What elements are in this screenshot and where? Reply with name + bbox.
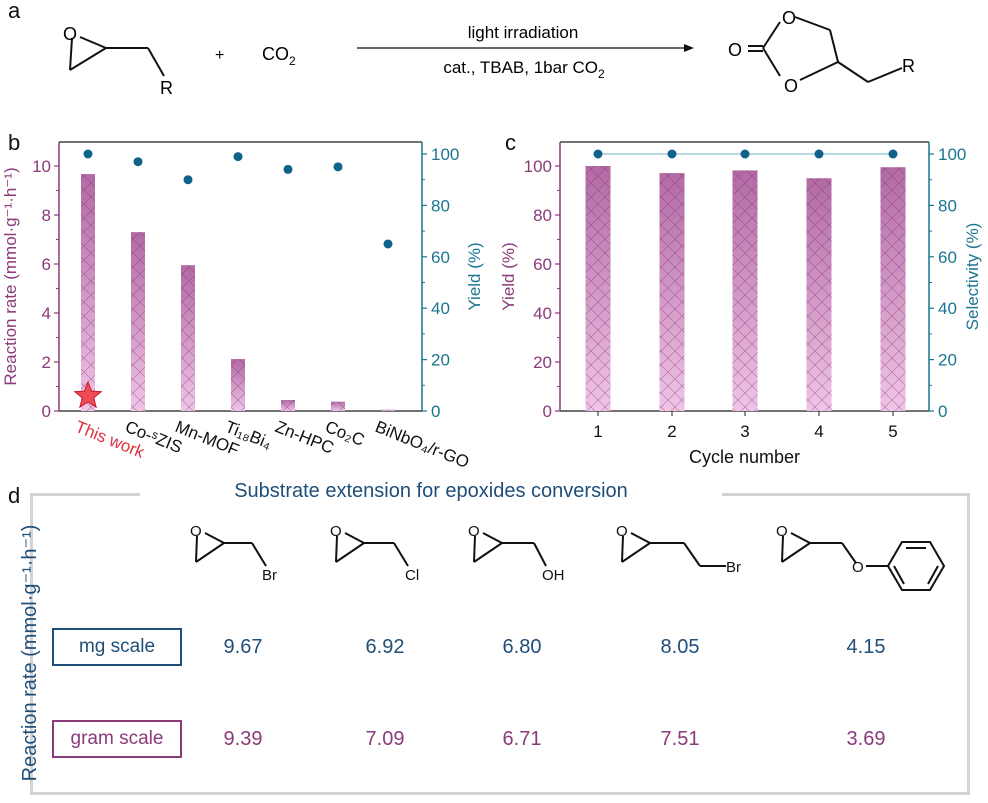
chart-c-recycling-stability: 0 20 40 60 80 100 0 20 40 60 80 100 Yield (%) Selecti… — [500, 141, 982, 467]
data-point — [283, 164, 293, 174]
left-axis-label: Reaction rate (mmol·g⁻¹·h⁻¹) — [1, 167, 20, 385]
substrate-5-structure — [781, 532, 946, 591]
svg-text:20: 20 — [533, 353, 552, 372]
svg-text:100: 100 — [524, 157, 552, 176]
panel-b-letter: b — [8, 130, 21, 155]
substrate-1-structure — [195, 532, 267, 567]
epoxide-reactant-structure — [69, 36, 165, 77]
svg-text:60: 60 — [533, 255, 552, 274]
svg-text:0: 0 — [431, 402, 440, 421]
svg-text:Br: Br — [262, 567, 277, 584]
svg-text:60: 60 — [938, 248, 957, 267]
svg-text:0: 0 — [42, 402, 51, 421]
data-point — [133, 157, 143, 167]
svg-text:Cl: Cl — [405, 567, 419, 584]
svg-text:3: 3 — [740, 422, 749, 441]
data-point — [740, 149, 750, 159]
svg-text:O: O — [784, 76, 798, 96]
product-R: R — [902, 56, 915, 76]
atom-O: O — [63, 24, 77, 44]
svg-text:6: 6 — [42, 255, 51, 274]
svg-text:O: O — [728, 40, 742, 60]
svg-text:8: 8 — [42, 206, 51, 225]
svg-text:0: 0 — [543, 402, 552, 421]
gram-value-2: 7.09 — [365, 728, 405, 750]
reaction-scheme: O R + CO2 light irradiation cat., TBAB, … — [63, 8, 915, 98]
data-point — [593, 149, 603, 159]
svg-text:40: 40 — [938, 299, 957, 318]
reactant-R: R — [160, 78, 173, 98]
svg-text:40: 40 — [431, 299, 450, 318]
panel-a-letter: a — [8, 0, 21, 23]
svg-text:BiNbO₄/r-GO: BiNbO₄/r-GO — [373, 417, 472, 472]
svg-text:20: 20 — [938, 351, 957, 370]
svg-text:20: 20 — [431, 351, 450, 370]
svg-text:O: O — [616, 523, 628, 540]
mg-value-1: 9.67 — [223, 636, 263, 658]
svg-text:Cycle number: Cycle number — [689, 447, 800, 467]
data-point — [183, 175, 193, 185]
svg-text:60: 60 — [431, 248, 450, 267]
svg-text:+: + — [215, 47, 224, 64]
data-point — [233, 152, 243, 162]
svg-text:5: 5 — [888, 422, 897, 441]
co2-label: CO2 — [262, 44, 296, 68]
svg-text:OH: OH — [542, 567, 565, 584]
substrate-3-structure — [473, 532, 547, 567]
right-axis-label: Selectivity (%) — [963, 223, 982, 331]
mg-value-5: 4.15 — [846, 636, 886, 658]
mg-value-3: 6.80 — [502, 636, 542, 658]
gram-value-4: 7.51 — [660, 728, 700, 750]
svg-text:100: 100 — [938, 145, 966, 164]
substrate-table-title: Substrate extension for epoxides convers… — [234, 480, 628, 502]
svg-text:10: 10 — [32, 157, 51, 176]
svg-text:4: 4 — [42, 304, 51, 323]
mg-value-2: 6.92 — [365, 636, 405, 658]
condition-top: light irradiation — [468, 23, 579, 42]
svg-text:80: 80 — [431, 196, 450, 215]
svg-text:Br: Br — [726, 559, 741, 576]
svg-text:100: 100 — [431, 145, 459, 164]
svg-text:O: O — [190, 523, 202, 540]
left-axis-label: Yield (%) — [500, 242, 518, 310]
data-point — [667, 149, 677, 159]
mg-scale-label: mg scale — [52, 628, 182, 666]
gram-value-1: 9.39 — [223, 728, 263, 750]
data-point — [814, 149, 824, 159]
substrate-structures: O Br O Cl O OH O Br O O — [190, 523, 946, 591]
substrate-table-frame — [30, 495, 970, 795]
svg-text:80: 80 — [533, 206, 552, 225]
panel-d-letter: d — [8, 483, 21, 508]
data-point — [83, 149, 93, 159]
gram-value-5: 3.69 — [846, 728, 886, 750]
star-icon — [73, 380, 103, 409]
gram-value-3: 6.71 — [502, 728, 542, 750]
right-axis-label: Yield (%) — [465, 242, 484, 310]
data-point — [383, 239, 393, 249]
mg-value-4: 8.05 — [660, 636, 700, 658]
svg-text:4: 4 — [814, 422, 823, 441]
svg-text:2: 2 — [42, 353, 51, 372]
svg-text:O: O — [782, 8, 796, 28]
substrate-4-structure — [621, 532, 726, 567]
svg-text:O: O — [468, 523, 480, 540]
arrow-head-icon — [684, 44, 694, 52]
svg-text:40: 40 — [533, 304, 552, 323]
gram-scale-label: gram scale — [52, 720, 182, 758]
svg-text:O: O — [330, 523, 342, 540]
svg-text:2: 2 — [667, 422, 676, 441]
condition-bottom: cat., TBAB, 1bar CO2 — [443, 58, 605, 81]
cyclic-carbonate-structure — [748, 16, 903, 83]
svg-text:O: O — [776, 523, 788, 540]
substrate-2-structure — [335, 532, 409, 567]
data-point — [333, 162, 343, 172]
data-point — [888, 149, 898, 159]
svg-text:1: 1 — [593, 422, 602, 441]
svg-text:O: O — [852, 559, 864, 576]
svg-text:0: 0 — [938, 402, 947, 421]
svg-text:80: 80 — [938, 196, 957, 215]
panel-c-letter: c — [505, 130, 516, 155]
